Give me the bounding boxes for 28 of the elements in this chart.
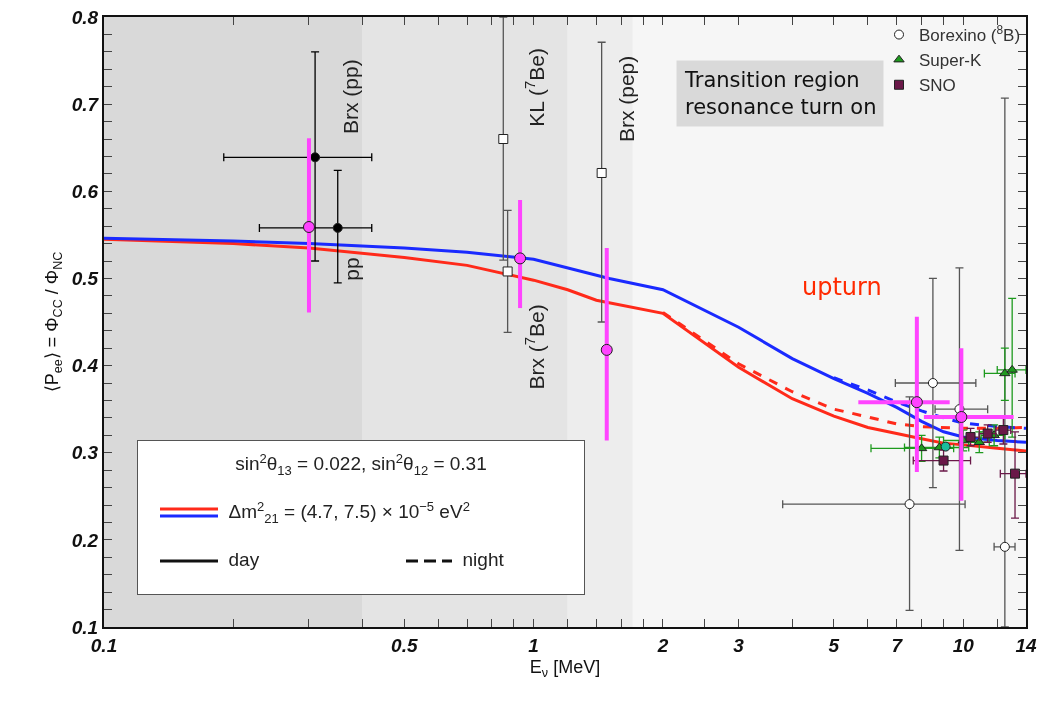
x-tick-label: 1 <box>528 634 539 656</box>
annotation: night <box>462 549 504 570</box>
y-tick-label: 0.6 <box>71 180 99 202</box>
annotation: day <box>228 549 260 570</box>
x-axis-title: E$_{ν}$ [MeV] <box>529 657 601 681</box>
legend-label: Super-K <box>919 51 983 71</box>
annotation: Brx (pp) <box>339 59 363 135</box>
text: sin$^{2}$θ$_{13}$ = 0.022, sin$^{2}$θ$_{12}$ = 0.31 <box>235 451 487 479</box>
y-tick-label: 0.4 <box>71 355 99 377</box>
x-tick-label: 10 <box>952 634 975 656</box>
y-tick-label: 0.5 <box>71 268 99 290</box>
x-tick-label: 0.5 <box>391 634 418 656</box>
legend-label: SNO <box>919 76 956 96</box>
y-tick-label: 0.3 <box>71 442 99 464</box>
annotation: pp <box>339 257 363 281</box>
x-tick-label: 2 <box>656 634 669 656</box>
x-tick-label: 7 <box>891 634 904 656</box>
x-tick-label: 14 <box>1015 634 1037 656</box>
annotation: Δm$^{2}$$_{21}$ = (4.7, 7.5) × 10$^{−5}$ eV$^{2}$ <box>227 499 471 527</box>
annotation: Transition region resonance turn on <box>684 68 877 120</box>
y-tick-label: 0.2 <box>71 529 99 551</box>
x-tick-label: 5 <box>828 634 840 656</box>
annotation: upturn <box>802 273 882 301</box>
y-tick-label: 0.8 <box>71 6 99 28</box>
legend-label: Borexino ($^{8}$B) <box>919 23 1021 46</box>
y-tick-label: 0.7 <box>71 93 100 115</box>
annotation: Brx (pep) <box>615 55 639 143</box>
x-tick-label: 3 <box>733 634 745 656</box>
